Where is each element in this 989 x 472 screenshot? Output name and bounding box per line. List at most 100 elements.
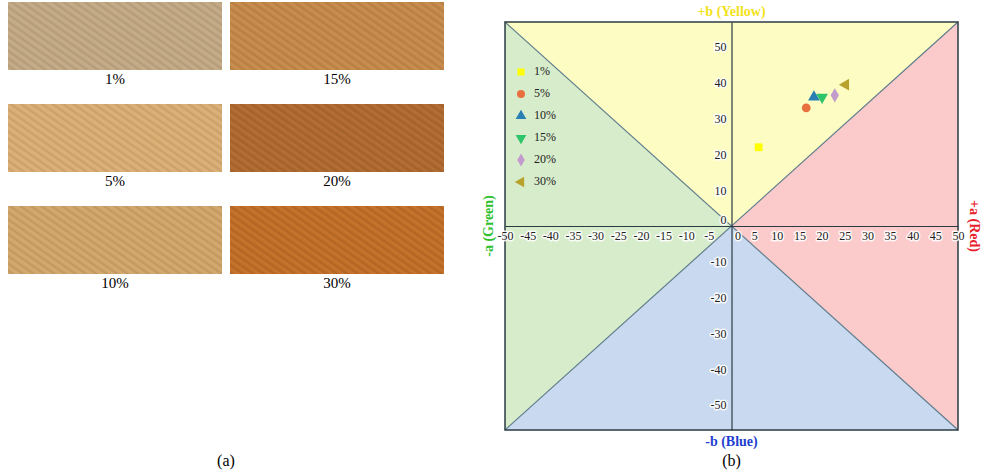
tick: 50 bbox=[953, 226, 965, 243]
legend-symbol bbox=[516, 135, 527, 144]
tick: -40 bbox=[543, 226, 559, 243]
point bbox=[802, 104, 811, 113]
tick-label: 50 bbox=[953, 229, 965, 243]
swatch bbox=[8, 104, 222, 172]
tick: 0 bbox=[732, 226, 741, 243]
legend-symbol bbox=[517, 153, 525, 166]
tick: -5 bbox=[704, 226, 714, 243]
tick: -50 bbox=[498, 226, 514, 243]
tick-label: 20 bbox=[715, 148, 727, 162]
tick-label: 35 bbox=[885, 229, 897, 243]
tick-label: 10 bbox=[715, 184, 727, 198]
tick-label: -10 bbox=[711, 255, 727, 269]
tick: -45 bbox=[520, 226, 536, 243]
axis-title: +b (Yellow) bbox=[697, 4, 766, 20]
tick-label: 10 bbox=[771, 229, 783, 243]
axis-line bbox=[731, 23, 732, 431]
tick-label: -50 bbox=[498, 229, 514, 243]
tick: 0 bbox=[721, 213, 732, 227]
tick: 35 bbox=[885, 226, 897, 243]
tick-label: -30 bbox=[711, 327, 727, 341]
tick-label: -20 bbox=[711, 291, 727, 305]
diagonal bbox=[505, 22, 958, 430]
tick-label: 45 bbox=[930, 229, 942, 243]
swatch bbox=[230, 206, 444, 274]
panel-a: 1%5%10%15%20%30%(a) bbox=[8, 2, 444, 470]
tick: -35 bbox=[565, 226, 581, 243]
figure: 1%5%10%15%20%30%(a)-50-45-40-35-30-25-20… bbox=[0, 0, 989, 472]
swatch-label: 20% bbox=[323, 173, 351, 189]
axis-title: -a (Green) bbox=[481, 195, 497, 257]
tick-label: 25 bbox=[839, 229, 851, 243]
tick-label: -20 bbox=[633, 229, 649, 243]
swatch bbox=[230, 104, 444, 172]
tick: -20 bbox=[633, 226, 649, 243]
legend-label: 15% bbox=[534, 130, 556, 144]
axis-title: +a (Red) bbox=[966, 200, 982, 252]
legend-symbol bbox=[517, 68, 524, 75]
swatch bbox=[8, 2, 222, 70]
tick: -40 bbox=[711, 362, 732, 376]
tick-label: -30 bbox=[588, 229, 604, 243]
plot-frame bbox=[505, 22, 958, 430]
tick: -50 bbox=[711, 398, 732, 412]
tick-label: 5 bbox=[752, 229, 758, 243]
swatch-texture bbox=[8, 104, 222, 172]
tick: 30 bbox=[715, 112, 732, 126]
x-axis: -50-45-40-35-30-25-20-15-10-505101520253… bbox=[498, 226, 965, 243]
legend-symbol bbox=[515, 177, 524, 188]
swatch-label: 10% bbox=[101, 275, 129, 291]
diagonal bbox=[505, 22, 958, 430]
tick: -30 bbox=[711, 327, 732, 341]
point bbox=[831, 88, 839, 102]
panel-b: -50-45-40-35-30-25-20-15-10-505101520253… bbox=[481, 4, 982, 450]
swatch-label: 15% bbox=[323, 71, 351, 87]
tick-label: 30 bbox=[862, 229, 874, 243]
swatch-texture bbox=[230, 206, 444, 274]
swatch bbox=[8, 206, 222, 274]
tick-label: 40 bbox=[907, 229, 919, 243]
point bbox=[839, 79, 849, 91]
tick: -10 bbox=[711, 255, 732, 269]
tick: 25 bbox=[839, 226, 851, 243]
tick: 20 bbox=[817, 226, 829, 243]
tick-label: 50 bbox=[715, 40, 727, 54]
tick: 15 bbox=[794, 226, 806, 243]
tick: 5 bbox=[752, 226, 758, 243]
legend-label: 10% bbox=[534, 108, 556, 122]
legend-label: 20% bbox=[534, 152, 556, 166]
tick: 40 bbox=[715, 76, 732, 90]
tick-label: -45 bbox=[520, 229, 536, 243]
swatch bbox=[230, 2, 444, 70]
legend-symbol bbox=[516, 110, 527, 119]
tick: -20 bbox=[711, 291, 732, 305]
tick: 10 bbox=[715, 184, 732, 198]
tick-label: -35 bbox=[565, 229, 581, 243]
legend-label: 5% bbox=[534, 86, 550, 100]
point bbox=[755, 143, 763, 151]
legend-label: 30% bbox=[534, 174, 556, 188]
swatch-label: 30% bbox=[323, 275, 351, 291]
tick: -30 bbox=[588, 226, 604, 243]
tick: -10 bbox=[679, 226, 695, 243]
axis-title: -b (Blue) bbox=[705, 434, 758, 450]
tick: 20 bbox=[715, 148, 732, 162]
tick-label: 40 bbox=[715, 76, 727, 90]
legend-symbol bbox=[517, 90, 525, 98]
tick-label: 30 bbox=[715, 112, 727, 126]
tick: 50 bbox=[715, 40, 732, 54]
swatch-texture bbox=[8, 206, 222, 274]
tick-label: 20 bbox=[817, 229, 829, 243]
tick-label: -25 bbox=[611, 229, 627, 243]
tick: 10 bbox=[771, 226, 783, 243]
tick: -15 bbox=[656, 226, 672, 243]
swatch-label: 1% bbox=[105, 71, 125, 87]
swatch-texture bbox=[230, 2, 444, 70]
tick-label: -5 bbox=[704, 229, 714, 243]
legend-label: 1% bbox=[534, 64, 550, 78]
tick-label: -50 bbox=[711, 398, 727, 412]
panel-label: (b) bbox=[722, 452, 741, 470]
swatch-texture bbox=[8, 2, 222, 70]
tick-label: -40 bbox=[711, 362, 727, 376]
tick: 30 bbox=[862, 226, 874, 243]
